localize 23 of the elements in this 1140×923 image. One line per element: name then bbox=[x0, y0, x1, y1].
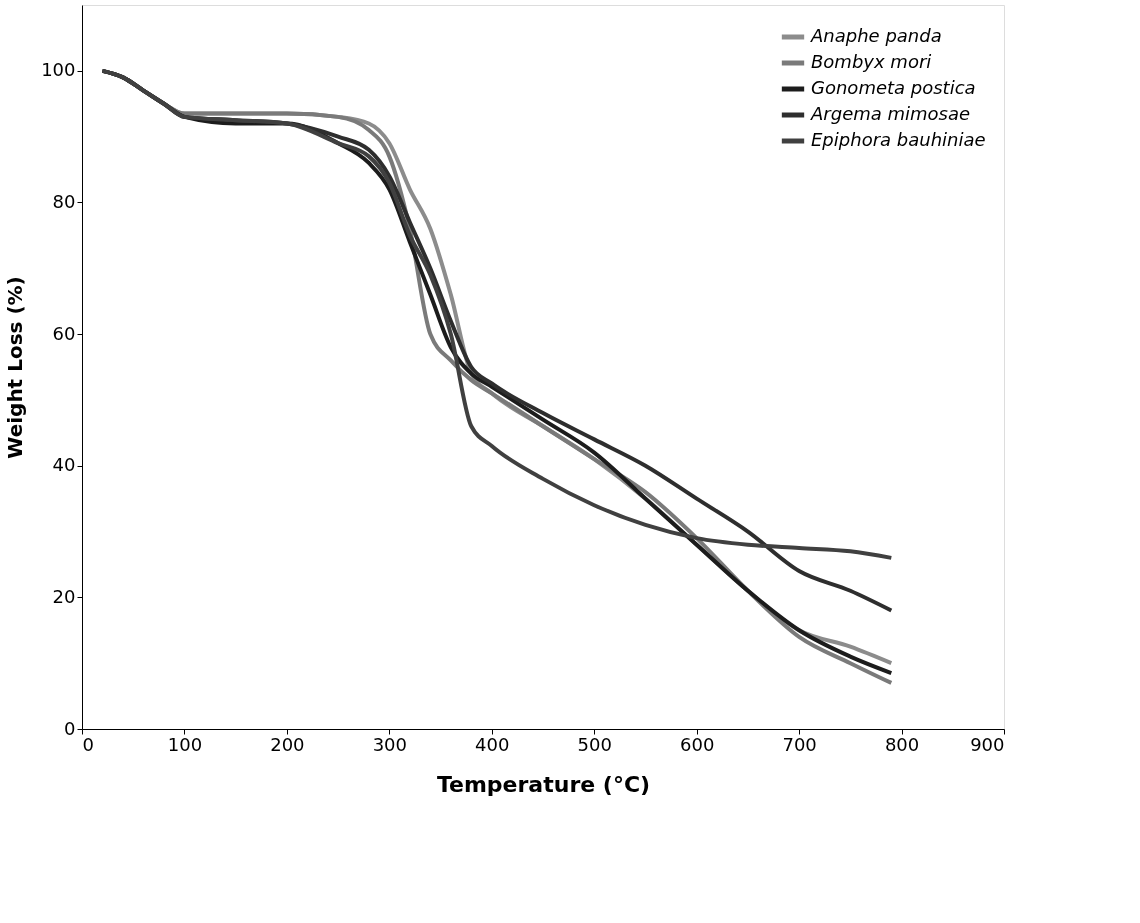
y-tick-label: 60 bbox=[52, 322, 76, 344]
y-tick-label: 0 bbox=[64, 717, 76, 739]
legend-label: Argema mimosae bbox=[810, 103, 971, 124]
y-axis-title: Weight Loss (%) bbox=[3, 276, 28, 459]
legend-label: Anaphe panda bbox=[810, 25, 942, 46]
x-axis-title: Temperature (°C) bbox=[436, 771, 651, 797]
legend-label: Bombyx mori bbox=[811, 51, 932, 72]
x-tick-label: 800 bbox=[884, 733, 920, 755]
x-tick-label: 700 bbox=[782, 733, 817, 755]
y-tick-label: 20 bbox=[52, 585, 76, 607]
x-tick-label: 300 bbox=[372, 733, 408, 755]
y-tick-label: 40 bbox=[52, 454, 76, 476]
x-tick-label: 200 bbox=[270, 733, 305, 755]
x-tick-label: 100 bbox=[167, 733, 203, 755]
y-tick-label: 100 bbox=[41, 59, 76, 81]
y-tick-label: 80 bbox=[52, 190, 76, 212]
legend-label: Epiphora bauhiniae bbox=[811, 129, 986, 150]
x-tick-label: 500 bbox=[577, 733, 612, 755]
x-tick-label: 0 bbox=[82, 733, 94, 755]
x-tick-label: 600 bbox=[679, 733, 715, 755]
x-tick-label: 400 bbox=[475, 733, 510, 755]
legend-label: Gonometa postica bbox=[811, 77, 976, 98]
x-tick-label: 900 bbox=[970, 733, 1005, 755]
